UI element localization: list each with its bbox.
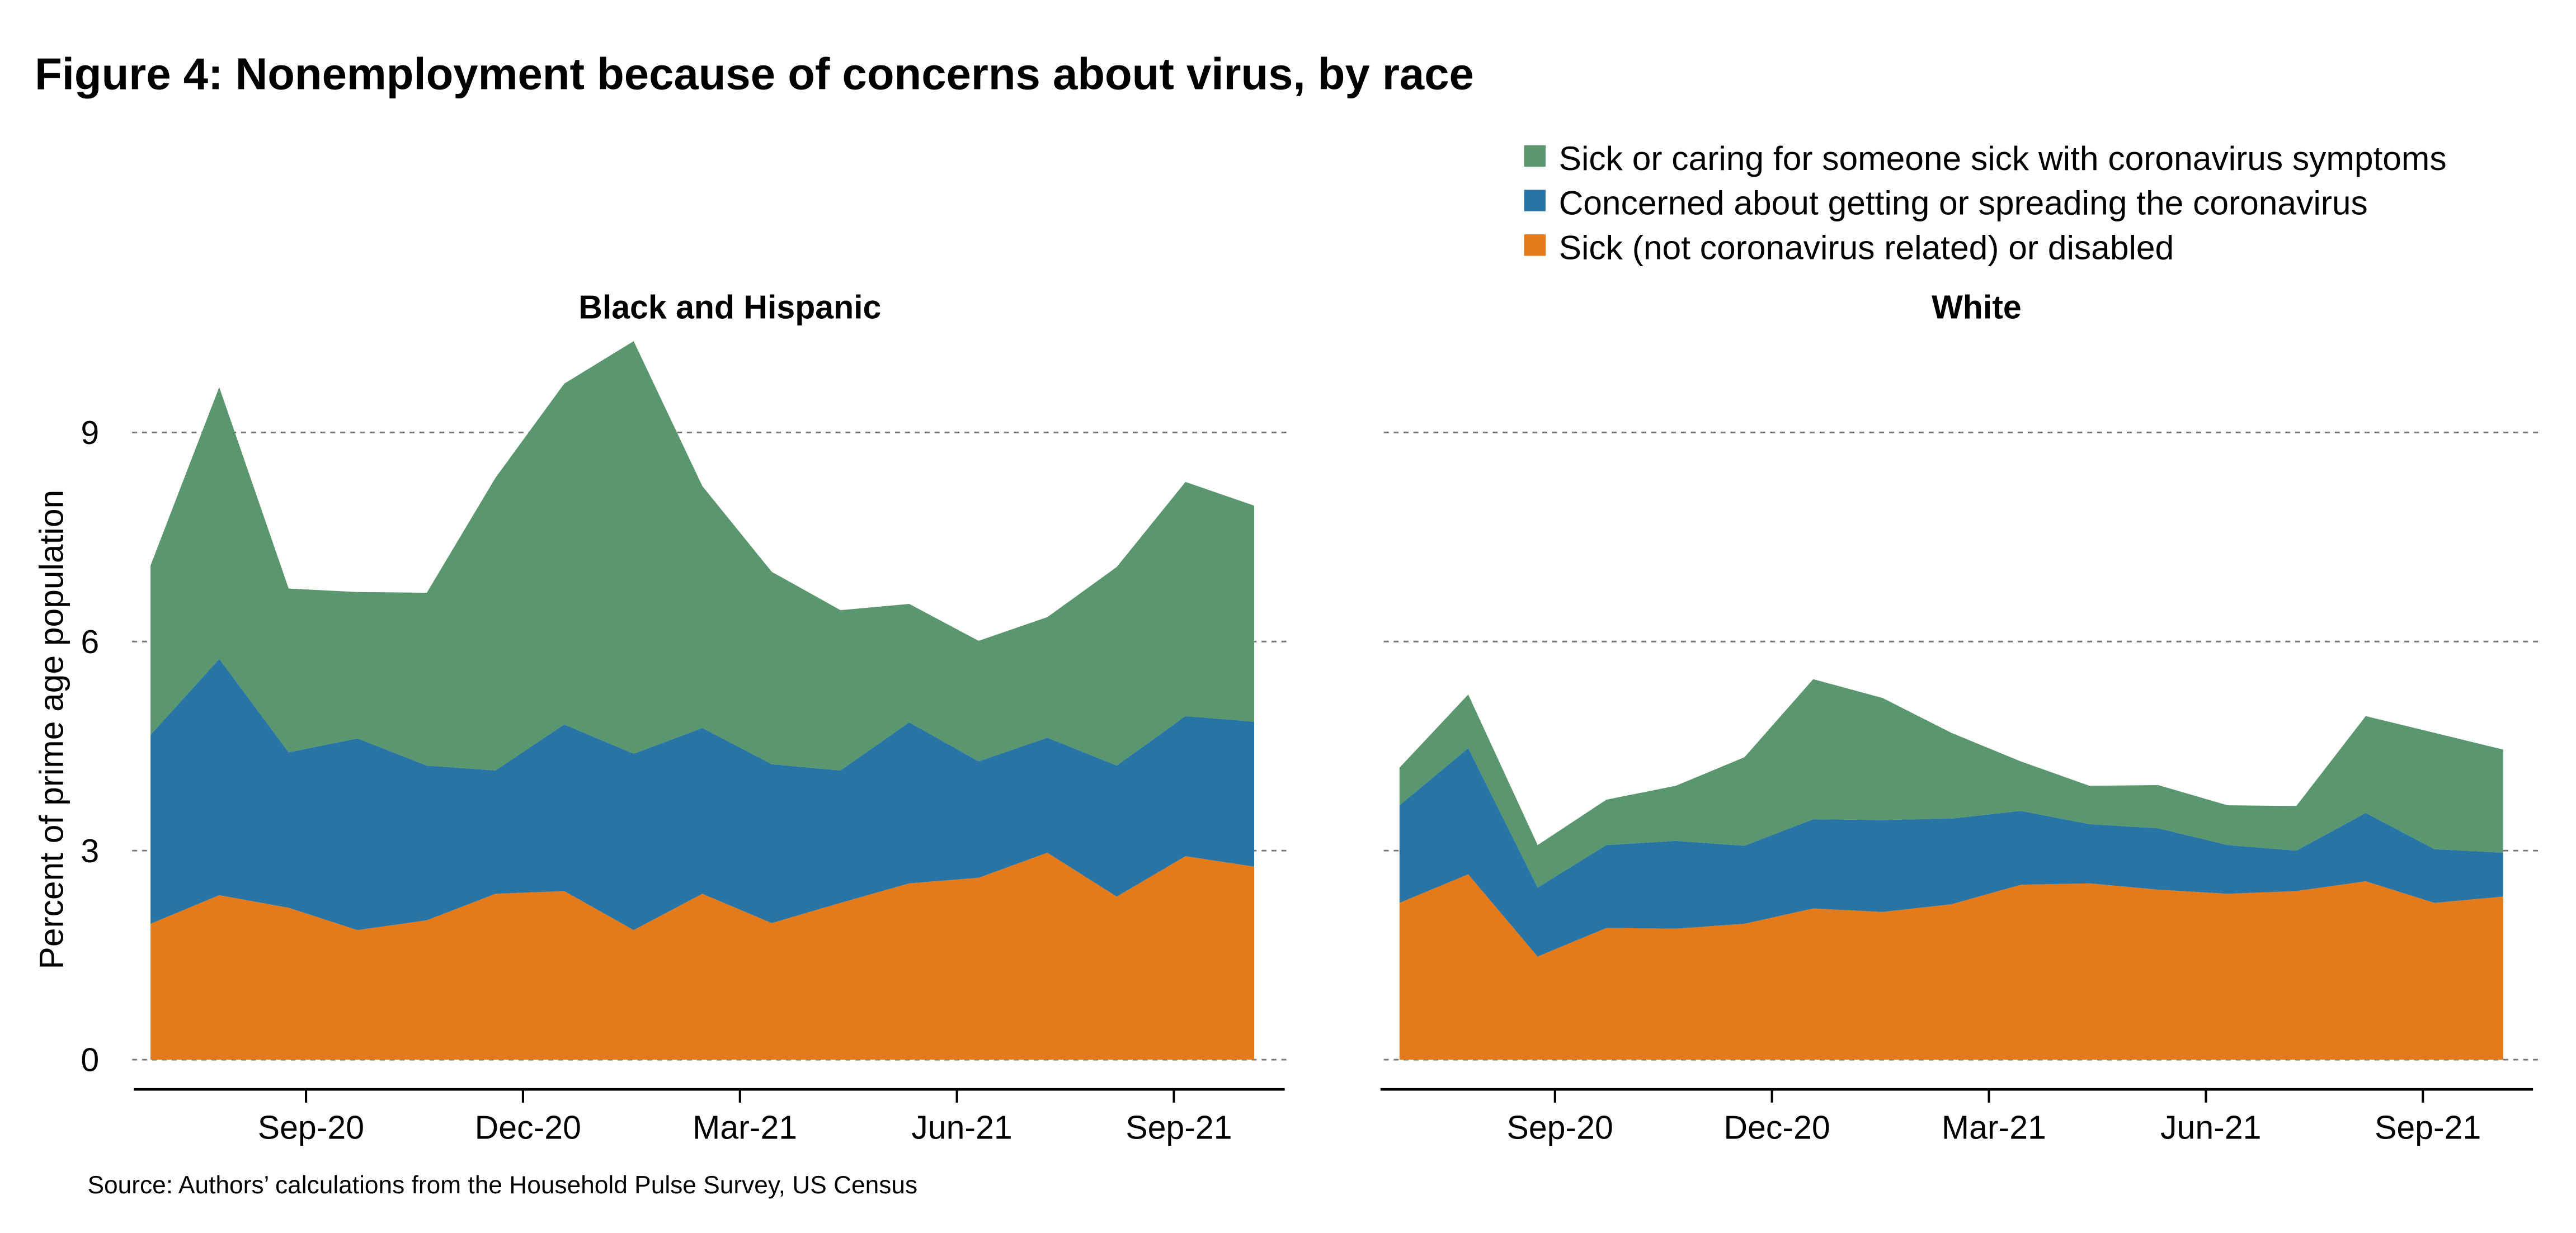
y-tick-label: 9 bbox=[81, 414, 99, 451]
x-tick-label: Jun-21 bbox=[911, 1109, 1012, 1146]
legend-swatch-sick-covid bbox=[1524, 145, 1546, 167]
panel-title-black-hispanic: Black and Hispanic bbox=[578, 289, 881, 326]
legend: Sick or caring for someone sick with cor… bbox=[1524, 139, 2447, 266]
y-tick-label: 0 bbox=[81, 1042, 99, 1079]
x-tick-label: Sep-21 bbox=[2375, 1109, 2481, 1146]
panel-black-hispanic: 0 3 6 9 Sep-20 Dec-20 Mar-21 Jun-21 Sep-21 bbox=[81, 341, 1288, 1146]
area-sick-other bbox=[150, 852, 1255, 1060]
x-tick-label: Dec-20 bbox=[475, 1109, 581, 1146]
legend-label-sick-other: Sick (not coronavirus related) or disabl… bbox=[1559, 228, 2174, 266]
y-axis-label: Percent of prime age population bbox=[32, 490, 70, 970]
legend-swatch-concerned bbox=[1524, 190, 1546, 211]
figure-title: Figure 4: Nonemployment because of conce… bbox=[35, 49, 1474, 98]
x-tick-label: Mar-21 bbox=[693, 1109, 797, 1146]
legend-label-concerned: Concerned about getting or spreading the… bbox=[1559, 184, 2368, 222]
y-tick-label: 3 bbox=[81, 833, 99, 870]
y-tick-label: 6 bbox=[81, 623, 99, 660]
source-note: Source: Authors’ calculations from the H… bbox=[88, 1171, 918, 1199]
area-sick-other bbox=[1399, 874, 2503, 1060]
x-tick-label: Jun-21 bbox=[2160, 1109, 2261, 1146]
area-sick-covid bbox=[1399, 679, 2503, 888]
panel-title-white: White bbox=[1932, 289, 2022, 326]
x-tick-label: Sep-20 bbox=[1507, 1109, 1613, 1146]
x-tick-label: Mar-21 bbox=[1942, 1109, 2046, 1146]
area-sick-covid bbox=[150, 341, 1255, 771]
legend-swatch-sick-other bbox=[1524, 234, 1546, 256]
x-tick-label: Sep-20 bbox=[258, 1109, 364, 1146]
legend-label-sick-covid: Sick or caring for someone sick with cor… bbox=[1559, 139, 2447, 177]
x-tick-label: Dec-20 bbox=[1723, 1109, 1830, 1146]
area-concerned bbox=[1399, 748, 2503, 957]
panel-white: Sep-20 Dec-20 Mar-21 Jun-21 Sep-21 bbox=[1380, 431, 2543, 1146]
area-concerned bbox=[150, 659, 1255, 930]
x-tick-label: Sep-21 bbox=[1125, 1109, 1232, 1146]
